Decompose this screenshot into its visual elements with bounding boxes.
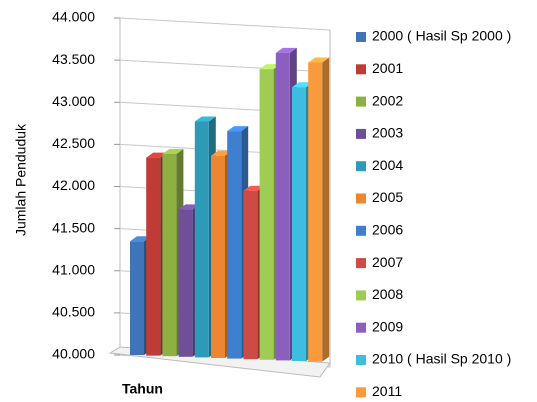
legend-label: 2003	[372, 125, 403, 141]
y-tick-label: 43.500	[52, 51, 95, 67]
bar-top	[130, 236, 151, 242]
legend-swatch	[356, 32, 366, 42]
y-tick-label: 40.500	[52, 304, 95, 320]
bar-top	[194, 116, 216, 122]
y-tick-label: 41.000	[52, 261, 95, 277]
legend-label: 2007	[372, 254, 403, 270]
legend-label: 2002	[372, 92, 403, 108]
bar	[292, 87, 306, 361]
legend-label: 2004	[372, 157, 403, 173]
y-tick-label: 42.000	[52, 177, 95, 193]
bar-top	[211, 150, 232, 156]
legend-label: 2005	[372, 189, 403, 205]
y-tick-label: 44.000	[52, 9, 95, 25]
bar	[308, 62, 323, 362]
legend-swatch	[356, 387, 366, 398]
legend-label: 2001	[372, 60, 403, 76]
legend-swatch	[356, 193, 366, 204]
bar	[178, 209, 193, 357]
bar-top	[275, 47, 297, 53]
bar-top	[243, 185, 265, 191]
bar	[194, 121, 209, 358]
y-tick-label: 42.500	[52, 135, 95, 151]
y-axis-title: Jumlah Penduduk	[13, 123, 29, 236]
bar	[162, 154, 177, 357]
bar	[259, 69, 274, 360]
bar-top	[146, 152, 168, 158]
legend-label: 2009	[372, 318, 403, 334]
bar-top	[308, 57, 330, 63]
bar	[211, 155, 225, 358]
bar-top	[227, 126, 249, 132]
bar-top	[259, 64, 281, 70]
legend-swatch	[356, 64, 366, 75]
legend-swatch	[356, 128, 366, 139]
legend-swatch	[356, 258, 366, 269]
y-tick-label: 43.000	[52, 93, 95, 109]
legend-swatch	[356, 290, 366, 301]
bar	[243, 190, 258, 360]
bar-top	[162, 149, 184, 154]
grid-line	[119, 59, 331, 73]
legend-label: 2011	[372, 383, 402, 399]
bar-top	[178, 204, 200, 210]
y-tick-label: 41.500	[52, 219, 95, 235]
grid-line	[119, 17, 331, 31]
legend-swatch	[356, 96, 366, 107]
x-axis-title: Tahun	[122, 381, 163, 397]
legend-swatch	[356, 322, 366, 333]
legend-swatch	[356, 225, 366, 236]
bar	[146, 157, 161, 356]
bar	[227, 131, 242, 359]
legend-label: 2000 ( Hasil Sp 2000 )	[372, 28, 511, 44]
legend-label: 2010 ( Hasil Sp 2010 )	[372, 351, 511, 367]
y-tick-label: 40.000	[52, 346, 95, 362]
bar-top	[292, 82, 313, 88]
bar	[130, 241, 144, 355]
legend-label: 2008	[372, 286, 403, 302]
legend-label: 2006	[372, 222, 403, 238]
legend-swatch	[356, 355, 366, 365]
bar-side	[322, 57, 330, 362]
bar	[275, 52, 290, 361]
legend-swatch	[356, 161, 366, 172]
